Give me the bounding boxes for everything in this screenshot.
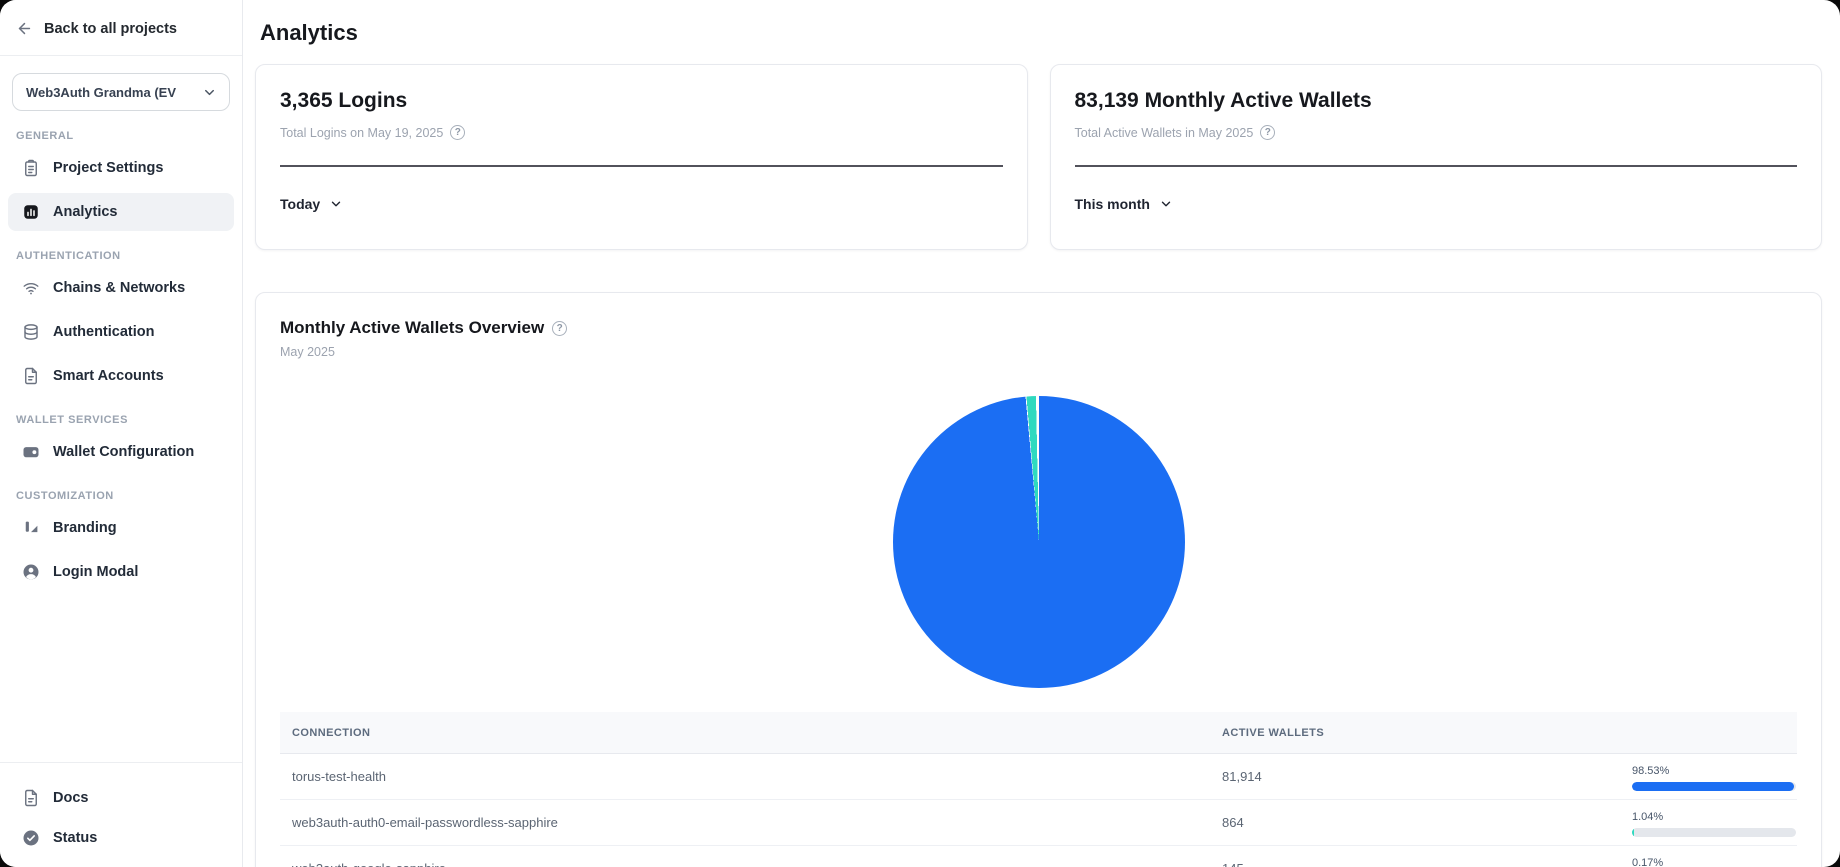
sidebar-item-label: Chains & Networks — [53, 280, 186, 296]
percent-bar-fill — [1632, 781, 1794, 791]
database-icon — [22, 323, 40, 341]
table-body: torus-test-health 81,914 98.53% web3auth-au… — [280, 754, 1797, 867]
section-label-wallet-services: WALLET SERVICES — [16, 414, 128, 426]
section-label-customization: CUSTOMIZATION — [16, 490, 114, 502]
sidebar-item-wallet-configuration[interactable]: Wallet Configuration — [8, 433, 234, 471]
clipboard-icon — [22, 159, 40, 177]
connection-column-header: CONNECTION — [292, 726, 371, 739]
sidebar-item-label: Login Modal — [53, 564, 139, 580]
logins-value: 3,365 Logins — [280, 89, 408, 112]
logins-trend-line — [280, 165, 1003, 167]
main-content: Analytics 3,365 Logins Total Logins on M… — [243, 0, 1840, 867]
chevron-down-icon — [205, 89, 214, 95]
page-title: Analytics — [260, 20, 358, 45]
stats-row: 3,365 Logins Total Logins on May 19, 202… — [255, 64, 1822, 250]
chevron-down-icon — [1161, 201, 1171, 207]
connections-table: CONNECTION ACTIVE WALLETS torus-test-hea… — [280, 712, 1797, 867]
sidebar-item-label: Authentication — [53, 324, 155, 340]
connection-cell: web3auth-google-sapphire — [292, 861, 1222, 867]
sidebar-item-login-modal[interactable]: Login Modal — [8, 553, 234, 591]
wifi-icon — [22, 279, 40, 297]
check-circle-icon — [22, 829, 40, 847]
project-selector-dropdown[interactable]: Web3Auth Grandma (EV — [12, 73, 230, 111]
sidebar-item-docs[interactable]: Docs — [8, 779, 234, 817]
percent-cell: 98.53% — [1632, 763, 1796, 791]
overview-title: Monthly Active Wallets Overview — [280, 318, 545, 337]
sidebar-divider — [0, 55, 242, 56]
monthly-active-wallets-overview-card: Monthly Active Wallets Overview ? May 20… — [255, 292, 1822, 867]
sidebar-item-label: Docs — [53, 790, 89, 806]
brush-icon — [22, 519, 40, 537]
sidebar-item-label: Analytics — [53, 204, 118, 220]
active-wallets-pie-chart — [892, 396, 1185, 688]
percent-bar-track — [1632, 781, 1796, 791]
user-circle-icon — [22, 563, 40, 581]
connection-cell: web3auth-auth0-email-passwordless-sapphi… — [292, 815, 558, 830]
table-row: web3auth-auth0-email-passwordless-sapphi… — [280, 800, 1797, 846]
arrow-left-icon — [18, 22, 31, 35]
percent-bar-track — [1632, 827, 1796, 837]
sidebar-item-project-settings[interactable]: Project Settings — [8, 149, 234, 187]
active-wallets-stat-card: 83,139 Monthly Active Wallets Total Acti… — [1049, 64, 1822, 250]
active-wallets-value: 83,139 Monthly Active Wallets — [1074, 89, 1372, 112]
help-icon[interactable]: ? — [552, 320, 568, 336]
back-label: Back to all projects — [44, 20, 177, 37]
table-header: CONNECTION ACTIVE WALLETS — [280, 712, 1797, 754]
analytics-chart-icon — [22, 203, 40, 221]
file-icon — [22, 367, 40, 385]
sidebar-item-analytics[interactable]: Analytics — [8, 193, 234, 231]
sidebar-item-authentication[interactable]: Authentication — [8, 313, 234, 351]
sidebar-item-label: Wallet Configuration — [53, 444, 195, 460]
wallet-icon — [22, 443, 40, 461]
percent-label: 98.53% — [1632, 764, 1670, 777]
sidebar-item-label: Smart Accounts — [53, 368, 164, 384]
sidebar-item-status[interactable]: Status — [8, 819, 234, 857]
sidebar-item-chains-networks[interactable]: Chains & Networks — [8, 269, 234, 307]
pie-chart-container — [280, 396, 1797, 688]
sidebar-item-label: Project Settings — [53, 160, 164, 176]
logins-range-label: Today — [280, 196, 321, 212]
chevron-down-icon — [332, 201, 341, 207]
percent-label: 1.04% — [1632, 810, 1664, 823]
percent-bar-fill — [1632, 827, 1634, 837]
section-label-general: GENERAL — [16, 130, 74, 142]
active-wallets-subtitle: Total Active Wallets in May 2025 — [1074, 125, 1254, 140]
sidebar-item-label: Status — [53, 830, 98, 846]
active-wallets-cell: 145 — [1222, 861, 1632, 867]
active-wallets-column-header: ACTIVE WALLETS — [1222, 726, 1325, 739]
connection-cell: torus-test-health — [292, 769, 386, 784]
section-label-authentication: AUTHENTICATION — [16, 250, 121, 262]
overview-subtitle: May 2025 — [280, 345, 335, 359]
sidebar-item-label: Branding — [53, 520, 117, 536]
active-wallets-cell: 864 — [1222, 815, 1244, 830]
back-to-projects-link[interactable]: Back to all projects — [0, 0, 242, 55]
help-icon[interactable]: ? — [450, 125, 466, 140]
logins-subtitle: Total Logins on May 19, 2025 — [280, 125, 444, 140]
active-wallets-cell: 81,914 — [1222, 769, 1262, 784]
active-wallets-range-label: This month — [1074, 196, 1150, 212]
sidebar-footer: Docs Status — [0, 762, 242, 867]
sidebar-nav: GENERAL Project Settings Analytics AUTHENTI… — [0, 111, 242, 597]
percent-cell: 1.04% — [1632, 809, 1796, 837]
active-wallets-range-dropdown[interactable]: This month — [1075, 196, 1173, 212]
table-row: web3auth-google-sapphire1450.17% — [280, 846, 1797, 867]
percent-cell: 0.17% — [1632, 855, 1796, 867]
help-icon[interactable]: ? — [1260, 125, 1276, 140]
logins-stat-card: 3,365 Logins Total Logins on May 19, 202… — [255, 64, 1028, 250]
percent-label: 0.17% — [1632, 856, 1664, 867]
logins-range-dropdown[interactable]: Today — [280, 196, 343, 212]
project-selector-value: Web3Auth Grandma (EV — [26, 84, 177, 100]
file-icon — [22, 789, 40, 807]
table-row: torus-test-health 81,914 98.53% — [280, 754, 1797, 800]
sidebar-item-branding[interactable]: Branding — [8, 509, 234, 547]
sidebar: Back to all projects Web3Auth Grandma (E… — [0, 0, 243, 867]
sidebar-item-smart-accounts[interactable]: Smart Accounts — [8, 357, 234, 395]
active-wallets-trend-line — [1074, 165, 1797, 167]
